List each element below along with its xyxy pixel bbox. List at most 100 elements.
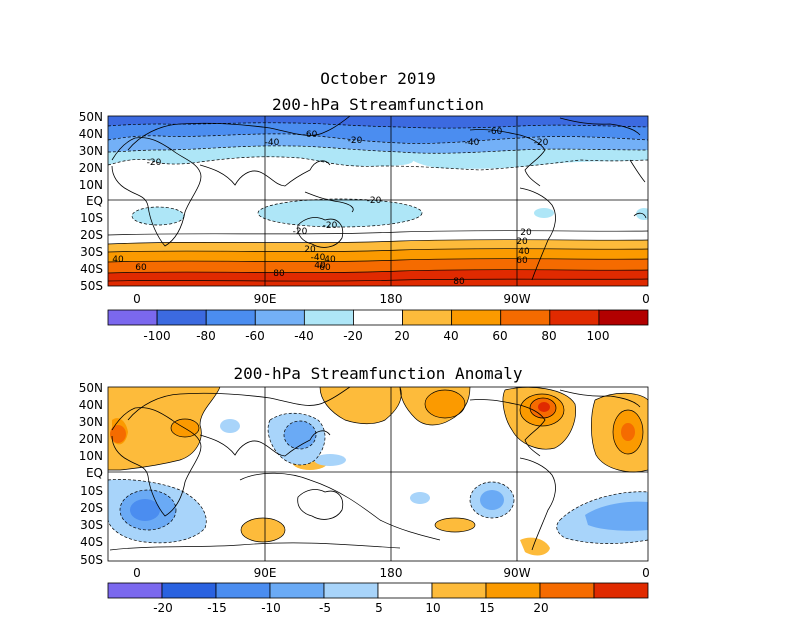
contour-label: 20 bbox=[516, 237, 528, 247]
lat-label: 30N bbox=[79, 415, 103, 429]
contour-label: 40 bbox=[314, 261, 326, 271]
lat-label: 50N bbox=[79, 110, 103, 124]
colorbar-label: -100 bbox=[143, 329, 170, 343]
colorbar-swatch bbox=[485, 582, 541, 599]
colorbar-streamfunction bbox=[107, 309, 649, 326]
panel2-title: 200-hPa Streamfunction Anomaly bbox=[233, 364, 523, 383]
colorbar-swatch bbox=[156, 309, 207, 326]
colorbar-swatch bbox=[107, 582, 163, 599]
lat-label: 20N bbox=[79, 432, 103, 446]
contour-label: 40 bbox=[112, 255, 124, 265]
colorbar-swatch bbox=[107, 309, 158, 326]
lat-label: 50S bbox=[80, 279, 103, 293]
colorbar-label: 100 bbox=[587, 329, 610, 343]
colorbar-label: 5 bbox=[375, 601, 383, 615]
contour-label: 60 bbox=[135, 263, 147, 273]
panel2-grid bbox=[107, 386, 649, 562]
contour-label: 60 bbox=[516, 256, 528, 266]
lat-label: 20N bbox=[79, 161, 103, 175]
panel1-lat-labels: 50N 40N 30N 20N 10N EQ 10S 20S 30S 40S 5… bbox=[79, 110, 103, 293]
panel1-title: 200-hPa Streamfunction bbox=[272, 95, 484, 114]
colorbar-label: 60 bbox=[492, 329, 507, 343]
colorbar-swatch bbox=[303, 309, 354, 326]
lat-label: 50S bbox=[80, 553, 103, 567]
lat-label: 20S bbox=[80, 501, 103, 515]
anomaly-panel bbox=[108, 387, 648, 561]
colorbar-swatch bbox=[598, 309, 649, 326]
lat-label: 30N bbox=[79, 144, 103, 158]
colorbar-label: -15 bbox=[207, 601, 227, 615]
colorbar-swatch bbox=[377, 582, 433, 599]
lat-label: 40S bbox=[80, 535, 103, 549]
lon-label: 0 bbox=[133, 292, 141, 306]
map-title: October 2019 bbox=[320, 69, 436, 88]
lon-label: 180 bbox=[380, 566, 403, 580]
colorbar-swatch bbox=[269, 582, 325, 599]
colorbar-swatch bbox=[451, 309, 502, 326]
contour-label: 20 bbox=[304, 245, 316, 255]
lon-label: 90W bbox=[503, 292, 530, 306]
panel1-lon-labels: 0 90E 180 90W 0 bbox=[133, 292, 650, 306]
lat-label: EQ bbox=[86, 466, 103, 480]
colorbar-label: 20 bbox=[394, 329, 409, 343]
colorbar-label: -20 bbox=[153, 601, 173, 615]
colorbar-label: -40 bbox=[294, 329, 314, 343]
lat-label: 30S bbox=[80, 245, 103, 259]
contour-label: 40 bbox=[518, 247, 530, 257]
lat-label: 10S bbox=[80, 484, 103, 498]
lat-label: 40N bbox=[79, 398, 103, 412]
colorbar-swatch bbox=[161, 582, 217, 599]
lon-label: 0 bbox=[642, 292, 650, 306]
panel1-grid bbox=[107, 115, 649, 287]
lat-label: EQ bbox=[86, 194, 103, 208]
contour-label: -60 bbox=[303, 130, 318, 140]
colorbar-swatch bbox=[431, 582, 487, 599]
lat-label: 10S bbox=[80, 211, 103, 225]
colorbar-swatch bbox=[254, 309, 305, 326]
lat-label: 30S bbox=[80, 518, 103, 532]
lon-label: 180 bbox=[380, 292, 403, 306]
contour-label: 80 bbox=[453, 277, 465, 287]
contour-label: -20 bbox=[367, 196, 382, 206]
contour-label: -20 bbox=[323, 221, 338, 231]
contour-label: -60 bbox=[488, 127, 503, 137]
colorbar-label: 20 bbox=[533, 601, 548, 615]
contour-label: -40 bbox=[311, 253, 326, 263]
colorbar-swatch bbox=[205, 309, 256, 326]
contour-label: -20 bbox=[147, 158, 162, 168]
colorbar-swatch bbox=[593, 582, 649, 599]
colorbar-anomaly bbox=[107, 582, 649, 599]
contour-label: -40 bbox=[465, 138, 480, 148]
colorbar-label: -20 bbox=[343, 329, 363, 343]
contour-label: 20 bbox=[520, 228, 532, 238]
contour-label: 60 bbox=[319, 263, 331, 273]
contour-label: -20 bbox=[534, 138, 549, 148]
colorbar-label: -60 bbox=[245, 329, 265, 343]
colorbar-label: -10 bbox=[261, 601, 281, 615]
colorbar-label: 80 bbox=[541, 329, 556, 343]
colorbar-swatch bbox=[353, 309, 403, 326]
colorbar-swatch bbox=[323, 582, 379, 599]
lon-label: 0 bbox=[133, 566, 141, 580]
lat-label: 20S bbox=[80, 228, 103, 242]
colorbar-label: 15 bbox=[479, 601, 494, 615]
contour-label: 40 bbox=[324, 255, 336, 265]
lon-label: 0 bbox=[642, 566, 650, 580]
colorbar-swatch bbox=[549, 309, 600, 326]
lat-label: 40N bbox=[79, 127, 103, 141]
panel2-lat-labels: 50N 40N 30N 20N 10N EQ 10S 20S 30S 40S 5… bbox=[79, 381, 103, 567]
colorbar1-labels: -100 -80 -60 -40 -20 20 40 60 80 100 bbox=[143, 329, 609, 343]
lon-label: 90E bbox=[254, 292, 277, 306]
colorbar-label: 10 bbox=[425, 601, 440, 615]
panel1-contour-labels: -60 -40 -20 -20 -60 -40 -20 -20 -20 -20 … bbox=[112, 127, 548, 287]
lat-label: 10N bbox=[79, 178, 103, 192]
lat-label: 10N bbox=[79, 449, 103, 463]
colorbar-label: -5 bbox=[319, 601, 331, 615]
colorbar-swatch bbox=[539, 582, 595, 599]
lat-label: 40S bbox=[80, 262, 103, 276]
contour-label: 80 bbox=[273, 269, 285, 279]
lon-label: 90E bbox=[254, 566, 277, 580]
lon-label: 90W bbox=[503, 566, 530, 580]
panel2-lon-labels: 0 90E 180 90W 0 bbox=[133, 566, 650, 580]
streamfunction-panel bbox=[108, 116, 648, 286]
